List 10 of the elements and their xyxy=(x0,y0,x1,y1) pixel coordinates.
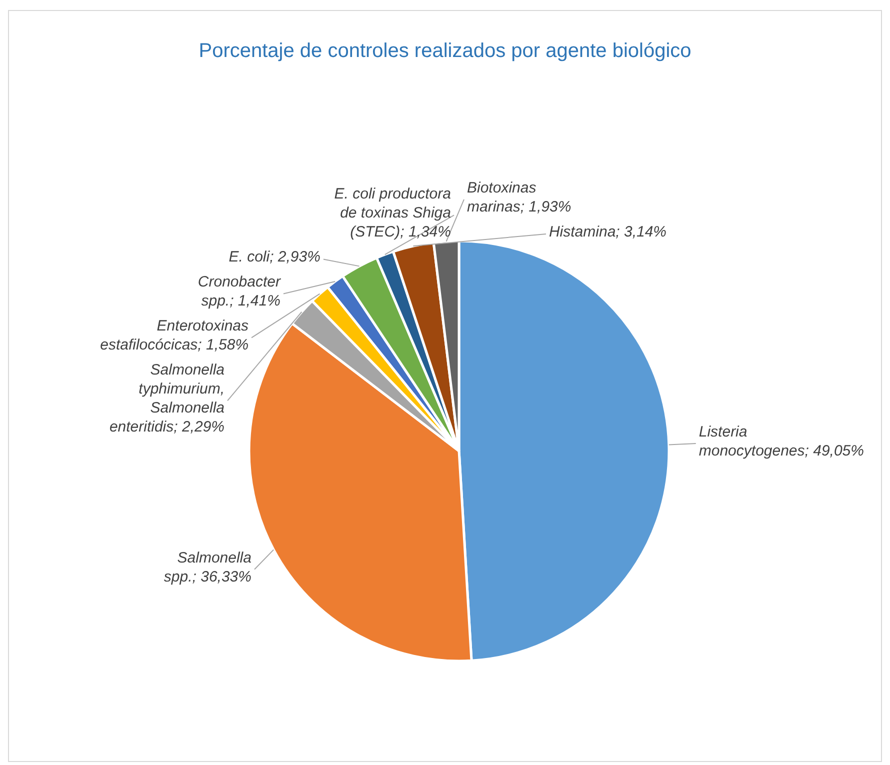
slice-label: Biotoxinas marinas; 1,93% xyxy=(467,179,572,216)
slice-label: Salmonella typhimurium, Salmonella enteritidis; 2,29% xyxy=(109,362,225,436)
slice-label: E. coli; 2,93% xyxy=(228,248,320,266)
slice-label: Salmonella spp.; 36,33% xyxy=(164,549,252,586)
slice-label: E. coli productora de toxinas Shiga (STEC); 1,34% xyxy=(334,186,451,241)
slice-label: Enterotoxinas estafilocócicas; 1,58% xyxy=(100,318,250,354)
slice-label: Histamina; 3,14% xyxy=(548,223,667,240)
slice-label: Listeria monocytogenes; 49,05% xyxy=(698,423,864,460)
chart-title: Porcentaje de controles realizados por agente biológico xyxy=(198,40,692,62)
slice-label: Cronobacter spp.; 1,41% xyxy=(198,274,282,310)
